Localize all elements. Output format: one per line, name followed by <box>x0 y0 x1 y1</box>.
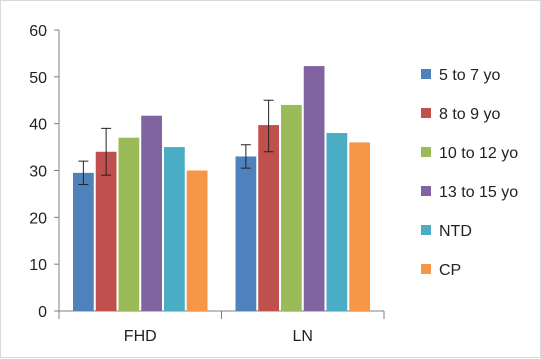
legend-swatch <box>421 69 431 79</box>
y-tick-label: 30 <box>29 164 47 181</box>
bar <box>118 137 140 311</box>
bar <box>258 125 279 312</box>
legend-label: NTD <box>439 223 472 240</box>
bar <box>164 147 185 311</box>
legend-swatch <box>421 264 431 274</box>
legend-swatch <box>421 225 431 235</box>
bar <box>141 115 162 311</box>
legend-swatch <box>421 108 431 118</box>
bar <box>95 151 117 311</box>
y-tick-label: 10 <box>29 257 47 274</box>
y-axis: 0 10 20 30 40 50 60 <box>29 23 60 321</box>
error-bars-layer <box>78 99 274 186</box>
legend-label: 13 to 15 yo <box>439 184 518 201</box>
bar <box>349 142 370 311</box>
legend-swatch <box>421 186 431 196</box>
legend-label: 5 to 7 yo <box>439 67 500 84</box>
y-tick-label: 40 <box>29 117 47 134</box>
bar <box>303 66 325 311</box>
bar <box>73 172 94 311</box>
legend-label: 10 to 12 yo <box>439 145 518 162</box>
category-label: FHD <box>124 328 157 345</box>
bars-layer <box>73 66 370 312</box>
legend: 5 to 7 yo 8 to 9 yo 10 to 12 yo 13 to 15 yo… <box>421 67 518 279</box>
legend-swatch <box>421 147 431 157</box>
y-tick-label: 0 <box>38 304 47 321</box>
y-tick-label: 20 <box>29 210 47 227</box>
bar <box>326 133 348 311</box>
y-tick-label: 50 <box>29 70 47 87</box>
y-tick-label: 60 <box>29 23 47 40</box>
bar <box>281 104 302 311</box>
legend-label: CP <box>439 262 461 279</box>
bar <box>235 156 257 311</box>
x-axis: FHD LN <box>58 310 385 345</box>
category-label: LN <box>293 328 313 345</box>
legend-label: 8 to 9 yo <box>439 106 500 123</box>
bar <box>186 170 208 311</box>
